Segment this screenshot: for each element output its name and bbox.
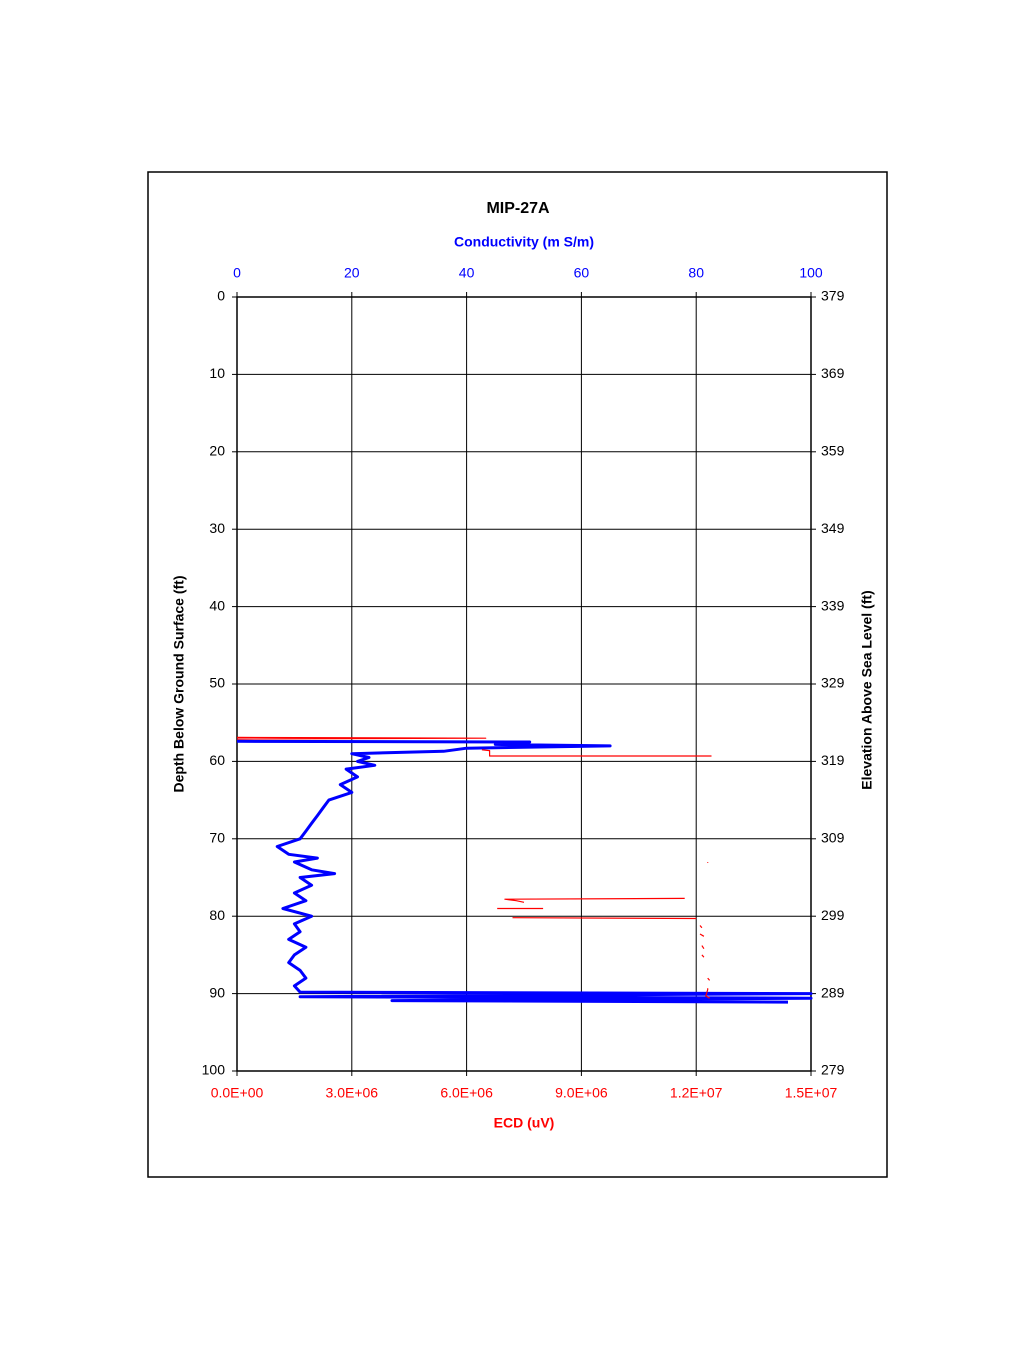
x-tick-label: 6.0E+06 [440,1085,493,1101]
y-tick-label: 90 [209,984,225,1000]
y2-tick-label: 309 [821,830,845,846]
x-tick-label: 1.5E+07 [785,1085,838,1101]
y-tick-label: 100 [202,1062,226,1078]
y-tick-label: 80 [209,907,225,923]
y-axis-label: Depth Below Ground Surface (ft) [171,576,187,793]
x-axis-label: ECD (uV) [494,1115,555,1131]
y-tick-label: 60 [209,752,225,768]
y2-tick-label: 379 [821,288,845,304]
y-tick-label: 70 [209,830,225,846]
y2-tick-label: 329 [821,675,845,691]
y2-tick-label: 319 [821,752,845,768]
profile-line [236,736,712,999]
y-tick-label: 20 [209,443,225,459]
y2-tick-label: 289 [821,984,845,1000]
y2-tick-label: 339 [821,597,845,613]
x2-tick-label: 20 [344,265,360,281]
x2-tick-label: 80 [688,265,704,281]
y-tick-label: 10 [209,365,225,381]
plot-border [236,296,812,1072]
y2-tick-label: 279 [821,1062,845,1078]
y2-tick-label: 299 [821,907,845,923]
y-tick-label: 40 [209,597,225,613]
x-tick-label: 3.0E+06 [326,1085,379,1101]
y2-tick-label: 349 [821,520,845,536]
chart-title: MIP-27A [486,200,550,217]
y2-tick-label: 359 [821,443,845,459]
x2-tick-label: 60 [574,265,590,281]
x-tick-label: 9.0E+06 [555,1085,608,1101]
x-tick-label: 0.0E+00 [211,1085,264,1101]
x2-tick-label: 100 [799,265,823,281]
y-tick-label: 50 [209,675,225,691]
y2-axis-label: Elevation Above Sea Level (ft) [859,590,875,789]
y-tick-label: 0 [217,288,225,304]
y-tick-label: 30 [209,520,225,536]
x2-axis-label: Conductivity (m S/m) [454,234,594,250]
chart-frame [147,171,888,1178]
y2-tick-label: 369 [821,365,845,381]
x2-tick-label: 40 [459,265,475,281]
profile-line [236,739,813,1004]
x-tick-label: 1.2E+07 [670,1085,723,1101]
x2-tick-label: 0 [233,265,241,281]
